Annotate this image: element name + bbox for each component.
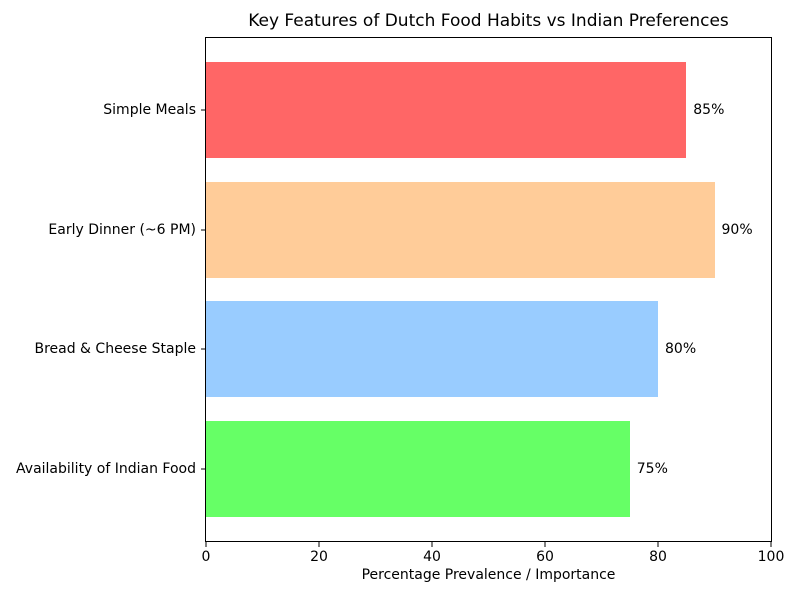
x-tick-mark-4 [657,542,659,547]
x-tick-mark-2 [431,542,433,547]
x-tick-label-4: 80 [649,549,667,565]
y-tick-mark-1 [201,229,205,231]
x-tick-label-2: 40 [423,549,441,565]
y-tick-label-0: Simple Meals [103,101,196,118]
bar-0 [206,61,687,158]
y-tick-mark-0 [201,109,205,111]
y-tick-label-1: Early Dinner (~6 PM) [48,221,196,238]
plot-inner: 85% Simple Meals 90% Early Dinner (~6 PM) 80… [16,38,784,565]
bar-value-label-2: 80% [665,341,697,358]
y-tick-mark-3 [201,468,205,470]
x-tick-label-5: 100 [757,549,785,565]
y-tick-mark-2 [201,348,205,350]
bar-value-label-1: 90% [721,221,753,238]
bar-value-label-3: 75% [636,461,668,478]
y-tick-label-2: Bread & Cheese Staple [34,341,196,358]
bar-2 [206,301,658,398]
bar-1 [206,181,715,278]
bar-3 [206,421,630,518]
x-tick-label-1: 20 [310,549,328,565]
x-tick-label-0: 0 [201,549,211,565]
bar-value-label-0: 85% [693,101,725,118]
x-axis-label: Percentage Prevalence / Importance [361,567,616,583]
x-tick-mark-5 [770,542,772,547]
y-tick-label-3: Availability of Indian Food [16,461,196,478]
chart-title: Key Features of Dutch Food Habits vs Ind… [248,11,729,31]
plot-area: 85% Simple Meals 90% Early Dinner (~6 PM) 80… [16,37,784,565]
x-tick-mark-1 [318,542,320,547]
x-tick-mark-3 [544,542,546,547]
x-tick-mark-0 [205,542,207,547]
x-tick-label-3: 60 [536,549,554,565]
